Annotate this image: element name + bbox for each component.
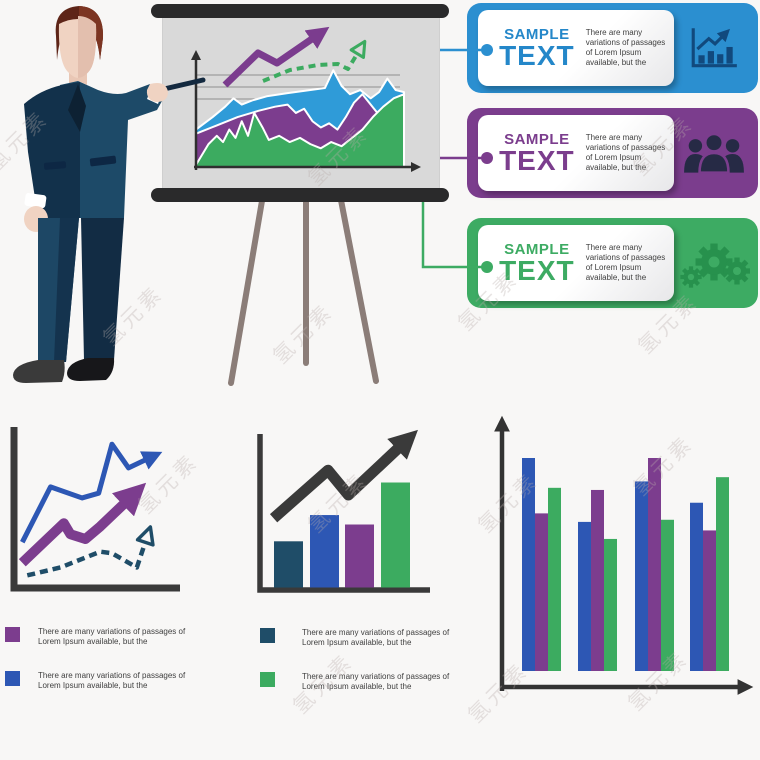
info-card-green: SAMPLE TEXT There are many variations of… xyxy=(467,218,758,308)
bar-green xyxy=(604,538,617,671)
bar-purple xyxy=(703,530,716,671)
line-chart xyxy=(10,427,180,592)
card-body-text: There are many variations of passages of… xyxy=(585,28,666,67)
card-title-line1: SAMPLE xyxy=(504,131,570,148)
legend-swatch-blue xyxy=(5,671,20,686)
board-top-bar xyxy=(151,4,449,18)
bar-purple xyxy=(535,513,548,671)
presenter-figure xyxy=(13,6,206,383)
blue-line xyxy=(20,441,163,544)
legend-text: There are many variations of passages of… xyxy=(38,671,186,690)
gear xyxy=(723,257,750,285)
legend-text: There are many variations of passages of… xyxy=(302,628,450,647)
board-area-chart xyxy=(191,26,421,172)
legend-swatch-purple xyxy=(5,627,20,642)
info-card-purple-panel: SAMPLE TEXT There are many variations of… xyxy=(478,115,674,191)
bar-chart xyxy=(257,429,430,593)
card-body-text: There are many variations of passages of… xyxy=(585,243,666,282)
card-title-block: SAMPLE TEXT xyxy=(490,241,584,286)
info-card-green-panel: SAMPLE TEXT There are many variations of… xyxy=(478,225,674,301)
bar-chart-icon xyxy=(674,3,754,93)
board-bottom-bar xyxy=(151,188,449,202)
trend-arrow xyxy=(269,429,418,523)
legend-text: There are many variations of passages of… xyxy=(38,627,186,646)
purple-arrow xyxy=(18,482,147,567)
grouped-bar-chart xyxy=(494,415,754,695)
people-icon xyxy=(674,108,754,198)
presenter-face xyxy=(58,16,97,78)
legend-swatch-green xyxy=(260,672,275,687)
info-card-purple: SAMPLE TEXT There are many variations of… xyxy=(467,108,758,198)
bar-blue xyxy=(635,481,648,671)
bar-blue xyxy=(578,521,591,671)
bar-purple xyxy=(591,489,604,671)
bar xyxy=(345,524,374,588)
bar-purple xyxy=(648,458,661,671)
card-title-line2: TEXT xyxy=(499,255,575,286)
bar-green xyxy=(548,487,561,671)
bar xyxy=(381,482,410,588)
bar xyxy=(310,515,339,588)
bar-green xyxy=(716,477,729,671)
info-card-blue-panel: SAMPLE TEXT There are many variations of… xyxy=(478,10,674,86)
easel-leg-left xyxy=(228,193,266,386)
card-title-line1: SAMPLE xyxy=(504,241,570,258)
bar-blue xyxy=(690,502,703,671)
right-shoe xyxy=(67,358,115,381)
green-dashed-arrow xyxy=(262,39,367,83)
bar xyxy=(274,541,303,588)
legend-swatch-navy xyxy=(260,628,275,643)
easel-legs xyxy=(228,193,379,386)
connector-dot-blue xyxy=(481,44,493,56)
bar-green xyxy=(661,519,674,671)
connector-dot-purple xyxy=(481,152,493,164)
left-cuff xyxy=(24,193,47,209)
card-title-line2: TEXT xyxy=(499,145,575,176)
axes xyxy=(257,434,430,593)
axes xyxy=(10,427,180,592)
connector-lines xyxy=(421,44,493,273)
left-shoe xyxy=(13,360,65,383)
gears-icon xyxy=(674,218,754,308)
easel-leg-right xyxy=(337,193,379,384)
card-body-text: There are many variations of passages of… xyxy=(585,133,666,172)
card-title-block: SAMPLE TEXT xyxy=(490,131,584,176)
card-title-line1: SAMPLE xyxy=(504,26,570,43)
legend-text: There are many variations of passages of… xyxy=(302,672,450,691)
bar-blue xyxy=(522,458,535,671)
presenter-trousers xyxy=(38,218,124,362)
info-card-blue: SAMPLE TEXT There are many variations of… xyxy=(467,3,758,93)
purple-solid-arrow xyxy=(222,26,330,88)
navy-dashed xyxy=(26,525,155,578)
gear xyxy=(680,266,702,288)
right-hand xyxy=(146,83,168,102)
presenter-jacket xyxy=(24,81,167,218)
connector-dot-green xyxy=(481,261,493,273)
card-title-block: SAMPLE TEXT xyxy=(490,26,584,71)
connector-green xyxy=(421,202,487,269)
card-title-line2: TEXT xyxy=(499,40,575,71)
green-area xyxy=(195,93,405,168)
